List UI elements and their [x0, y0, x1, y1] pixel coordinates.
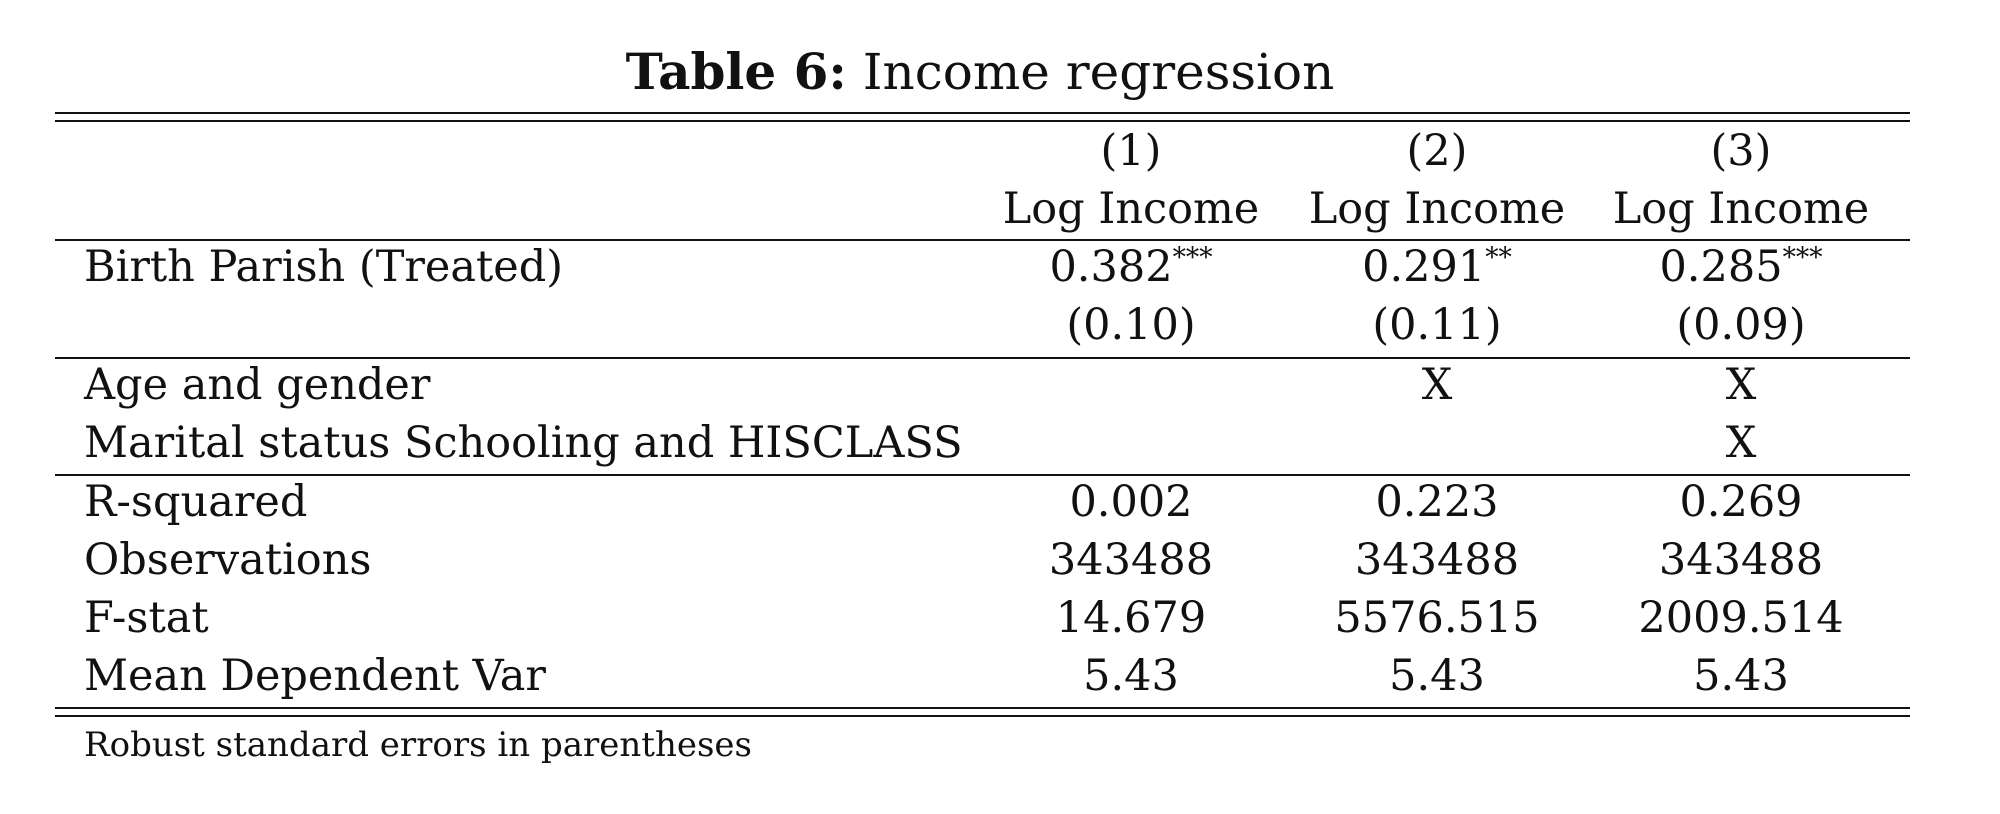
column-dependent-variable: Log Income: [1308, 184, 1566, 234]
significance-stars: ***: [1172, 242, 1213, 274]
control-mark: X: [1725, 418, 1757, 468]
column-number: (3): [1710, 126, 1772, 176]
standard-error: (0.11): [1372, 300, 1502, 350]
estimate-value: 0.382: [1049, 242, 1173, 292]
statistic-value: 5576.515: [1334, 593, 1540, 643]
significance-stars: ***: [1782, 242, 1823, 274]
significance-stars: **: [1485, 242, 1512, 274]
statistic-value: 343488: [1048, 535, 1214, 585]
statistic-value: 0.223: [1375, 477, 1499, 527]
table-note: Robust standard errors in parentheses: [84, 725, 752, 765]
bottom-rule-1: [55, 707, 1910, 709]
table-caption-label: Table 6:: [625, 42, 847, 101]
statistic-label: Mean Dependent Var: [84, 651, 546, 701]
coefficient-rule: [55, 357, 1910, 359]
coefficient-estimate: 0.291**: [1277, 238, 1597, 296]
statistic-value: 0.269: [1679, 477, 1803, 527]
statistic-value: 14.679: [1055, 593, 1207, 643]
control-mark: X: [1421, 360, 1453, 410]
header-rule: [55, 239, 1910, 241]
statistic-value: 5.43: [1083, 651, 1179, 701]
statistic-value: 5.43: [1389, 651, 1485, 701]
top-rule-1: [55, 112, 1910, 114]
statistic-value: 2009.514: [1638, 593, 1844, 643]
column-dependent-variable: Log Income: [1612, 184, 1870, 234]
top-rule-2: [55, 120, 1910, 122]
estimate-value: 0.291: [1362, 242, 1486, 292]
control-mark: X: [1725, 360, 1757, 410]
column-dependent-variable: Log Income: [1002, 184, 1260, 234]
estimate-value: 0.285: [1659, 242, 1783, 292]
coefficient-estimate: 0.285***: [1581, 238, 1901, 296]
control-label: Marital status Schooling and HISCLASS: [84, 418, 963, 468]
table-caption-title: Income regression: [862, 43, 1335, 101]
coefficient-estimate: 0.382***: [971, 238, 1291, 296]
statistic-value: 5.43: [1693, 651, 1789, 701]
statistic-value: 343488: [1354, 535, 1520, 585]
statistic-label: F-stat: [84, 593, 209, 643]
control-label: Age and gender: [84, 360, 431, 410]
bottom-rule-2: [55, 715, 1910, 717]
standard-error: (0.10): [1066, 300, 1196, 350]
coefficient-label: Birth Parish (Treated): [84, 242, 564, 292]
column-number: (2): [1406, 126, 1468, 176]
statistic-label: R-squared: [84, 477, 308, 527]
statistic-value: 0.002: [1069, 477, 1193, 527]
table-caption: Table 6: Income regression: [0, 42, 1960, 102]
column-number: (1): [1100, 126, 1162, 176]
controls-rule: [55, 474, 1910, 476]
statistic-value: 343488: [1658, 535, 1824, 585]
statistic-label: Observations: [84, 535, 372, 585]
standard-error: (0.09): [1676, 300, 1806, 350]
